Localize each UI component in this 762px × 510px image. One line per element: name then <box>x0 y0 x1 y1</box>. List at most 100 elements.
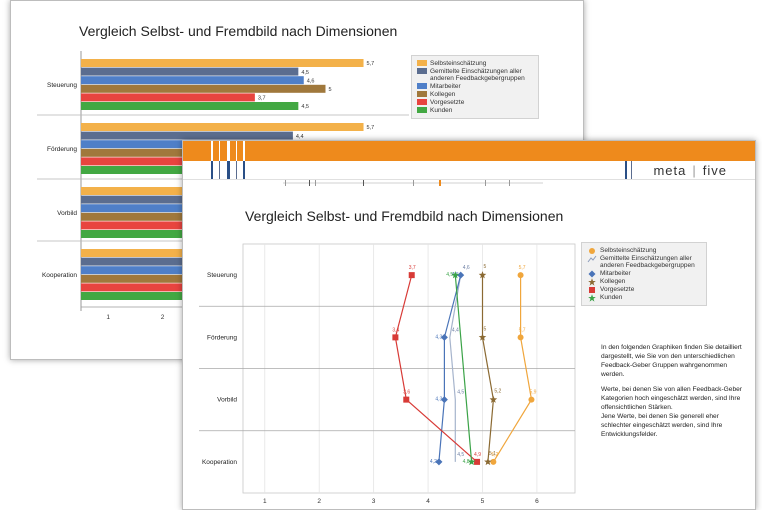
series-line-1 <box>449 274 462 462</box>
data-label: 3,4 <box>392 327 399 333</box>
data-label: 4,3 <box>435 334 442 340</box>
legend-item-gemittelt: Gemittelte Einschätzungen aller anderen … <box>584 255 704 269</box>
data-label: 5,2 <box>494 389 501 395</box>
brand-separator: | <box>692 163 697 178</box>
point-5-0 <box>451 271 460 279</box>
x-tick-label: 2 <box>161 314 165 321</box>
bar-value-label: 4,6 <box>307 78 315 84</box>
legend-label: Vorgesetzte <box>600 286 635 293</box>
bar-0-5 <box>81 102 299 110</box>
legend-item-kunden: Kunden <box>414 107 536 114</box>
bar-0-4 <box>81 93 255 102</box>
legend-item-vorgesetzte: Vorgesetzte <box>414 99 536 106</box>
point-0-1 <box>517 334 524 341</box>
x-tick-label: 1 <box>106 314 110 321</box>
legend-label: Kollegen <box>430 91 456 98</box>
front-chart-legend: Selbsteinschätzung Gemittelte Einschätzu… <box>581 242 707 306</box>
point-2-2 <box>440 396 448 404</box>
x-tick-label: 5 <box>481 498 485 505</box>
point-0-3 <box>490 458 497 465</box>
point-4-3 <box>474 458 481 465</box>
point-5-3 <box>467 457 476 466</box>
front-chart-title: Vergleich Selbst- und Fremdbild nach Dim… <box>245 208 564 224</box>
data-label: 4,9 <box>474 452 481 458</box>
bar-0-3 <box>81 84 326 93</box>
brand-left: meta <box>653 163 687 178</box>
category-label: Steuerung <box>47 82 77 89</box>
legend-item-mitarbeiter: Mitarbeiter <box>584 270 704 278</box>
circle-marker-icon <box>589 248 595 254</box>
legend-label: Gemittelte Einschätzungen aller anderen … <box>430 68 525 82</box>
point-0-2 <box>528 396 535 403</box>
category-label: Förderung <box>207 334 237 341</box>
category-label: Kooperation <box>202 459 237 466</box>
data-label: 4,2 <box>430 459 437 465</box>
data-label: 4,5 <box>446 272 453 278</box>
line-marker-icon <box>587 255 597 263</box>
bar-value-label: 5,7 <box>367 61 375 67</box>
series-line-3 <box>481 275 495 462</box>
data-label: 4,5 <box>457 452 464 458</box>
data-label: 3,7 <box>409 265 416 271</box>
point-3-3 <box>484 457 492 466</box>
front-report-page: meta | five Vergleich Selbst- und Fremdbil… <box>182 140 756 510</box>
legend-item-vorgesetzte: Vorgesetzte <box>584 286 704 293</box>
data-label: 3,6 <box>403 390 410 396</box>
category-label: Steuerung <box>207 272 237 279</box>
back-chart-legend: Selbsteinschätzung Gemittelte Einschätzu… <box>411 55 539 119</box>
diamond-marker-icon <box>588 270 596 278</box>
bar-0-2 <box>81 76 304 85</box>
bar-1-1 <box>81 131 293 140</box>
data-label: 5,7 <box>519 327 526 333</box>
series-line-5 <box>454 275 473 462</box>
legend-label: Mitarbeiter <box>430 83 461 90</box>
legend-label: Selbsteinschätzung <box>430 60 487 67</box>
bar-value-label: 3,7 <box>258 96 266 102</box>
legend-swatch <box>417 91 427 97</box>
point-4-0 <box>408 272 415 279</box>
data-label: 4,4 <box>452 327 459 333</box>
bar-0-1 <box>81 67 299 76</box>
point-2-3 <box>435 458 443 466</box>
header-strip-marks <box>211 161 632 179</box>
legend-swatch <box>417 107 427 113</box>
series-line-0 <box>492 275 533 463</box>
x-tick-label: 1 <box>263 498 267 505</box>
front-line-chart: 1 2 3 4 5 6 Steuerung Förderung Vorbild Kooperati… <box>199 243 576 505</box>
back-chart-title: Vergleich Selbst- und Fremdbild nach Dim… <box>79 23 398 39</box>
legend-swatch <box>417 60 427 66</box>
description-paragraph: In den folgenden Graphiken finden Sie de… <box>601 344 742 378</box>
point-0-0 <box>517 272 524 279</box>
legend-item-selbst: Selbsteinschätzung <box>414 60 536 67</box>
legend-swatch <box>417 83 427 89</box>
data-label: 5,7 <box>519 265 526 271</box>
header-stripes <box>211 141 245 161</box>
data-label: 5 <box>483 326 486 332</box>
bar-1-0 <box>81 123 364 131</box>
legend-label: Vorgesetzte <box>430 99 465 106</box>
data-label: 5,9 <box>529 390 536 396</box>
legend-label: Selbsteinschätzung <box>600 247 657 254</box>
legend-item-kollegen: Kollegen <box>584 278 704 286</box>
data-label: 4,6 <box>463 265 470 271</box>
point-3-0 <box>478 271 487 279</box>
legend-label: Kunden <box>430 107 453 114</box>
point-4-2 <box>403 396 410 403</box>
bar-value-label: 4,5 <box>301 70 309 76</box>
point-3-1 <box>478 333 487 341</box>
category-label: Vorbild <box>57 210 77 217</box>
star-marker-icon <box>588 278 596 286</box>
brand-logo: meta | five <box>653 163 727 178</box>
star-marker-icon <box>588 294 596 302</box>
legend-label: Gemittelte Einschätzungen aller anderen … <box>600 255 695 269</box>
category-label: Förderung <box>47 146 77 153</box>
legend-swatch <box>417 99 427 105</box>
data-label: 4,5 <box>457 390 464 396</box>
bar-0-0 <box>81 59 364 67</box>
x-tick-label: 6 <box>535 498 539 505</box>
x-tick-label: 2 <box>317 498 321 505</box>
bar-value-label: 4,4 <box>296 134 304 140</box>
header-strip <box>183 161 755 180</box>
brand-right: five <box>702 163 727 178</box>
legend-item-gemittelt: Gemittelte Einschätzungen aller anderen … <box>414 68 536 82</box>
